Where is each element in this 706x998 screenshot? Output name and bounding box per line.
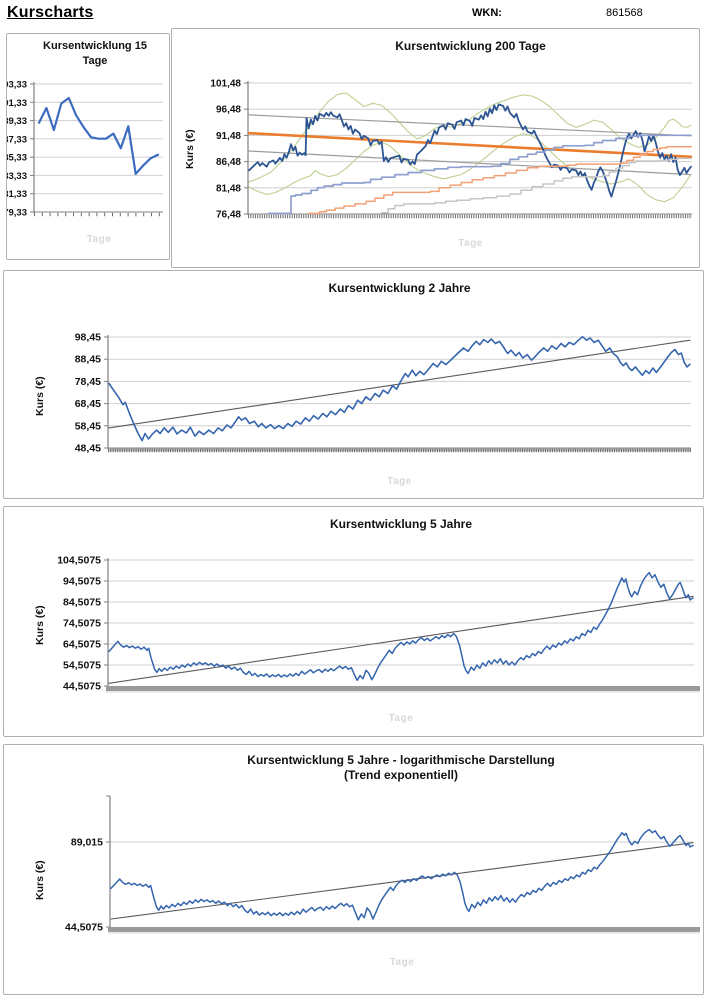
series-kurs (108, 571, 694, 682)
chart-5y-log-plot: 89,015 44,5075 (65, 795, 700, 934)
y-tick-label: 104,5075 (57, 555, 101, 567)
y-tick-label: 91,48 (216, 131, 241, 142)
series-kurs (108, 335, 691, 442)
chart-2y-plot: 98,45 88,45 78,45 68,45 58,45 48,45 (75, 332, 691, 455)
y-tick-label: 48,45 (75, 443, 101, 455)
series-step-line-blue (268, 134, 692, 215)
y-tick-label: 79,33 (7, 208, 27, 219)
y-tick-label: 76,48 (216, 210, 241, 221)
y-tick-label: 94,5075 (63, 576, 101, 588)
y-tick-label: 85,33 (7, 153, 27, 164)
y-tick-label: 81,33 (7, 189, 27, 200)
chart-5y-panel: Kursentwicklung 5 Jahre Kurs (€) 104,507… (3, 506, 704, 737)
series-step-line-gray (380, 157, 692, 214)
y-tick-label: 89,33 (7, 116, 27, 127)
y-tick-label: 74,5075 (63, 618, 101, 630)
chart-5y-log-title-line1: Kursentwicklung 5 Jahre - logarithmische… (247, 753, 555, 767)
chart-5y-log-panel: Kursentwicklung 5 Jahre - logarithmische… (3, 744, 704, 995)
y-tick-label: 88,45 (75, 354, 101, 366)
chart-200d-panel: Kursentwicklung 200 Tage Kurs (€) 101,48… (171, 28, 700, 268)
series-trend-linear (108, 595, 694, 684)
chart-15d-plot: 93,33 91,33 89,33 87,33 85,33 83,33 81,33 79,33 (7, 80, 163, 219)
chart-200d-x-axis-watermark: Tage (458, 238, 483, 249)
wkn-label: WKN: (472, 7, 502, 19)
chart-5y-log-title-line2: (Trend exponentiell) (343, 768, 458, 782)
series-trend-gray-upper (248, 114, 692, 137)
chart-15d-title: Kursentwicklung 15 Tage (25, 39, 165, 69)
chart-5y-plot: 104,5075 94,5075 84,5075 74,5075 64,5075 54,5… (57, 555, 700, 693)
y-tick-label: 81,48 (216, 183, 241, 194)
y-tick-label: 101,48 (210, 79, 241, 90)
chart-15d-title-line2: Tage (82, 55, 108, 67)
y-tick-label: 96,48 (216, 105, 241, 116)
chart-200d-title: Kursentwicklung 200 Tage (395, 39, 546, 53)
x-axis-thick-baseline (108, 927, 700, 932)
page-title: Kurscharts (7, 4, 94, 21)
chart-2y-panel: Kursentwicklung 2 Jahre Kurs (€) 98,45 88… (3, 270, 704, 499)
chart-5y-title: Kursentwicklung 5 Jahre (329, 517, 473, 531)
y-tick-label: 68,45 (75, 398, 101, 410)
chart-15d-title-line1: Kursentwicklung 15 (43, 40, 147, 52)
y-tick-label: 84,5075 (63, 597, 101, 609)
series-kurs (110, 828, 694, 921)
y-tick-label: 93,33 (7, 80, 27, 91)
series-green-band-upper (248, 92, 692, 183)
y-tick-label: 58,45 (75, 420, 101, 432)
y-tick-label: 87,33 (7, 134, 27, 145)
y-tick-label: 44,5075 (65, 922, 103, 934)
series-kurs (37, 96, 160, 175)
wkn-value: 861568 (606, 7, 643, 19)
chart-2y-x-axis-watermark: Tage (387, 476, 412, 487)
series-step-line-orange (307, 145, 692, 215)
y-tick-label: 44,5075 (63, 681, 101, 693)
chart-5y-log-x-axis-watermark: Tage (389, 957, 415, 968)
chart-15d-panel: Kursentwicklung 15 Tage 93,33 91,33 89,33 8… (6, 33, 170, 260)
y-tick-label: 98,45 (75, 332, 101, 344)
y-tick-label: 86,48 (216, 157, 241, 168)
series-trend-gray-lower (248, 150, 692, 176)
y-tick-label: 64,5075 (63, 639, 101, 651)
y-tick-label: 78,45 (75, 376, 101, 388)
y-tick-label: 54,5075 (63, 660, 101, 672)
chart-5y-log-title: Kursentwicklung 5 Jahre - logarithmische… (108, 753, 694, 783)
chart-200d-plot: 101,48 96,48 91,48 86,48 81,48 76,48 (210, 79, 693, 221)
series-trend-orange (247, 131, 693, 159)
chart-5y-x-axis-watermark: Tage (388, 713, 414, 724)
y-tick-label: 89,015 (71, 836, 103, 848)
chart-15d-x-axis-watermark: Tage (86, 234, 112, 245)
y-tick-label: 91,33 (7, 98, 27, 109)
chart-2y-title: Kursentwicklung 2 Jahre (328, 281, 471, 295)
y-tick-label: 83,33 (7, 171, 27, 182)
x-axis-band (108, 448, 691, 452)
x-axis-thick-baseline (106, 686, 700, 691)
